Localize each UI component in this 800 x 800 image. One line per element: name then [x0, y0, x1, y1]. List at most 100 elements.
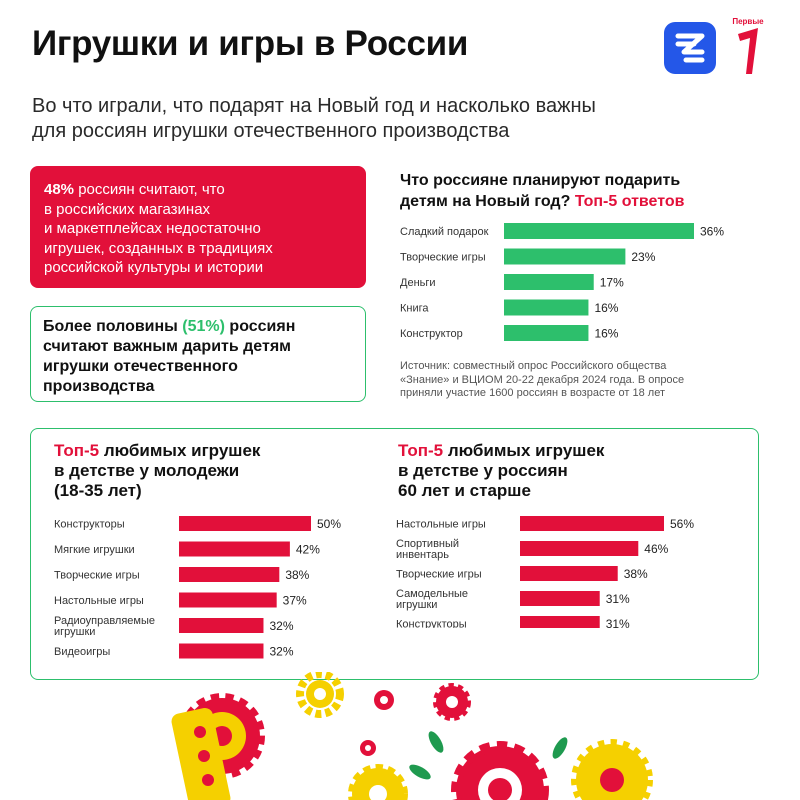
stat-percent: (51%): [182, 318, 225, 335]
value-label: 32%: [269, 619, 293, 633]
bar: [504, 223, 694, 239]
title-highlight: Топ-5 ответов: [574, 193, 685, 210]
page-title: Игрушки и игры в России: [32, 24, 469, 63]
construction-beam-icon: [171, 708, 231, 800]
bar: [179, 643, 264, 659]
stat-text: Более половины: [43, 318, 183, 335]
gear-icon: [348, 764, 408, 800]
source-line: «Знание» и ВЦИОМ 20-22 декабря 2024 года…: [400, 373, 685, 386]
bar: [520, 566, 618, 581]
title-line: (18-35 лет): [54, 481, 142, 500]
bar: [179, 541, 290, 557]
value-label: 31%: [606, 617, 630, 628]
stat-card-51: Более половины (51%) россиян считают важ…: [30, 306, 366, 402]
stat-text: в российских магазинах: [44, 200, 211, 218]
old-chart-title: Топ-5 любимых игрушек в детстве у россия…: [398, 441, 604, 501]
category-label: Книга: [400, 303, 429, 315]
bar: [504, 274, 594, 290]
gift-chart-title: Что россияне планируют подарить детям на…: [400, 170, 684, 212]
bar: [179, 516, 311, 531]
bar: [504, 248, 626, 265]
category-label: Мягкие игрушки: [54, 544, 135, 556]
stat-text: россиян считают, что: [74, 181, 225, 198]
category-label: Настольные игры: [396, 519, 486, 531]
bar: [179, 618, 264, 633]
value-label: 32%: [269, 645, 293, 659]
value-label: 23%: [631, 250, 655, 264]
page-subtitle: Во что играли, что подарят на Новый год …: [32, 94, 752, 144]
young-chart-title: Топ-5 любимых игрушек в детстве у молоде…: [54, 441, 260, 501]
category-label: Творческие игры: [396, 569, 482, 581]
bar: [520, 591, 600, 606]
bar: [504, 299, 589, 316]
title-line: детям на Новый год?: [400, 193, 575, 210]
value-label: 38%: [285, 568, 309, 582]
title-line: любимых игрушек: [443, 441, 605, 460]
category-label: Самодельные: [396, 588, 468, 600]
category-label: Конструкторы: [396, 619, 467, 629]
title-line: любимых игрушек: [99, 441, 261, 460]
stat-percent: 48%: [44, 181, 75, 198]
bar: [179, 592, 277, 608]
stat-text: игрушек, созданных в традициях: [44, 239, 273, 257]
pervye-logo: Первые: [728, 16, 768, 78]
category-label: Настольные игры: [54, 595, 144, 607]
stat-text: российской культуры и истории: [44, 259, 264, 276]
gift-bar-chart: Сладкий подарок 36% Творческие игры 23% День…: [400, 223, 724, 341]
stat-card-48: 48% россиян считают, что в российских ма…: [30, 166, 366, 288]
source-line: Источник: совместный опрос Российского о…: [400, 360, 667, 372]
category-label: инвентарь: [396, 549, 449, 561]
category-label: Деньги: [400, 277, 436, 289]
value-label: 17%: [600, 276, 624, 290]
category-label: Спортивный: [396, 538, 459, 550]
gear-icon: [451, 741, 549, 800]
bar: [504, 325, 589, 341]
gear-icon: [360, 740, 376, 756]
subtitle-line: Во что играли, что подарят на Новый год …: [32, 95, 596, 117]
value-label: 42%: [296, 543, 320, 557]
category-label: игрушки: [54, 626, 95, 638]
value-label: 50%: [317, 517, 341, 531]
category-label: Радиоуправляемые: [54, 615, 155, 627]
stat-text: и маркетплейсах недостаточно: [44, 220, 261, 237]
value-label: 31%: [606, 592, 630, 606]
stat-text: производства: [43, 378, 155, 395]
subtitle-line: для россиян игрушки отечественного произ…: [32, 120, 510, 142]
value-label: 56%: [670, 517, 694, 531]
title-line: Что россияне планируют подарить: [400, 172, 681, 189]
value-label: 16%: [594, 327, 618, 341]
young-bar-chart: Конструкторы 50% Мягкие игрушки 42% Творческ…: [54, 516, 341, 659]
bar: [179, 567, 280, 582]
bar: [520, 616, 600, 628]
decorative-gears-illustration: [171, 672, 653, 800]
bar: [520, 541, 639, 556]
category-label: игрушки: [396, 599, 437, 611]
title-line: в детстве у россиян: [398, 461, 568, 480]
title-highlight: Топ-5: [54, 441, 100, 460]
gear-icon: [296, 672, 344, 718]
value-label: 16%: [594, 301, 618, 315]
category-label: Творческие игры: [400, 252, 486, 264]
gear-icon: [374, 690, 394, 710]
category-label: Видеоигры: [54, 646, 110, 658]
flower-icon: [571, 739, 653, 800]
leaf-icon: [409, 731, 568, 780]
bar: [520, 516, 664, 531]
category-label: Конструктор: [400, 328, 463, 340]
category-label: Творческие игры: [54, 570, 140, 582]
value-label: 36%: [700, 225, 724, 239]
title-highlight: Топ-5: [398, 441, 444, 460]
value-label: 46%: [644, 542, 668, 556]
stat-text: россиян: [224, 318, 296, 335]
stat-text: игрушки отечественного: [43, 358, 238, 375]
source-note: Источник: совместный опрос Российского о…: [400, 360, 760, 401]
znanie-logo: [664, 22, 716, 74]
value-label: 37%: [283, 594, 307, 608]
source-line: приняли участие 1600 россиян в возрасте …: [400, 387, 666, 399]
gear-icon: [433, 683, 471, 721]
stat-text: считают важным дарить детям: [43, 338, 291, 355]
category-label: Сладкий подарок: [400, 226, 489, 238]
title-line: 60 лет и старше: [398, 481, 531, 500]
title-line: в детстве у молодежи: [54, 461, 240, 480]
